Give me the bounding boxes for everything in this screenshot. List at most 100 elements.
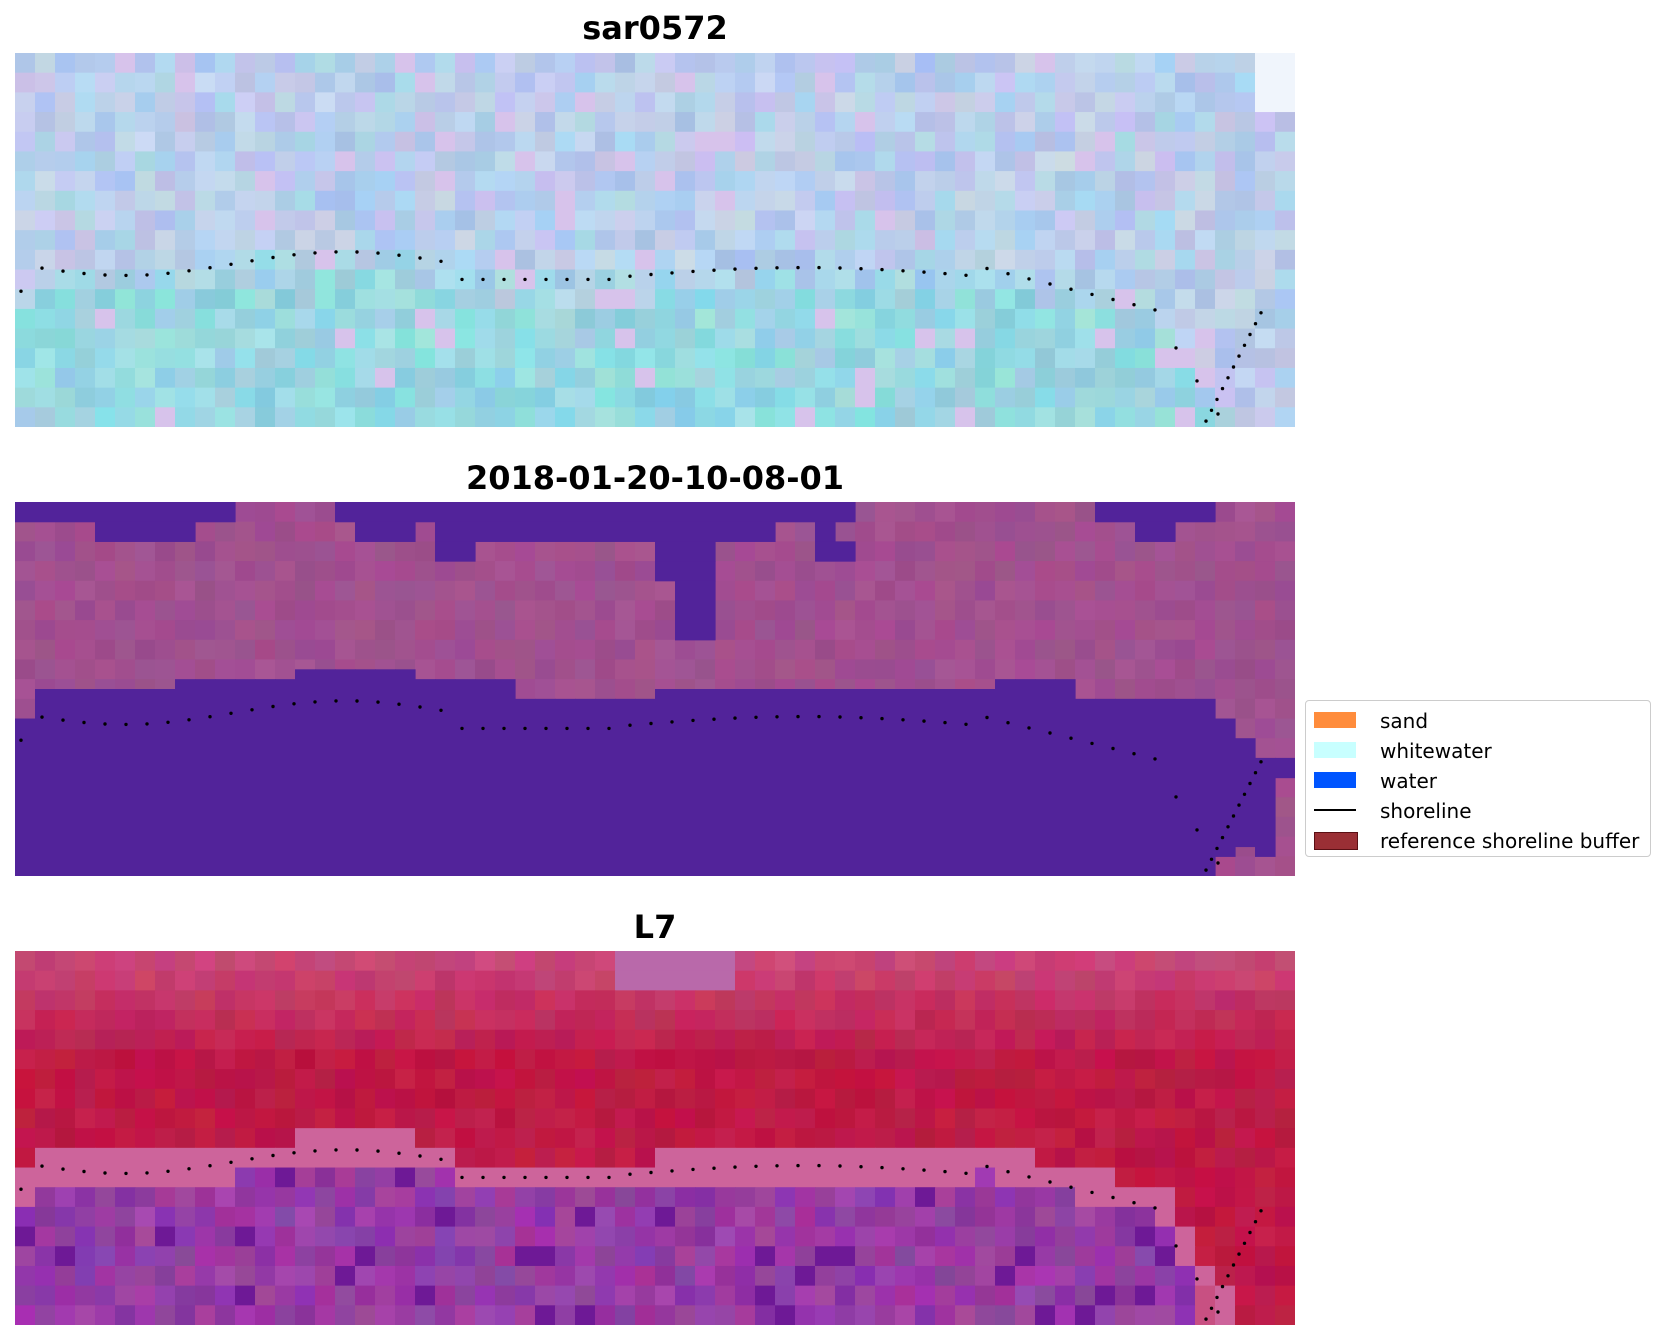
pixel-cell (595, 328, 616, 349)
water-region (535, 698, 556, 876)
pixel-cell (155, 600, 176, 621)
pixel-cell (1215, 1187, 1236, 1208)
water-region (835, 689, 856, 876)
pixel-cell (515, 407, 536, 427)
pixel-cell (1175, 620, 1196, 641)
pixel-cell (855, 639, 876, 661)
pixel-cell (75, 190, 96, 212)
shoreline-point (1237, 1252, 1241, 1256)
pixel-cell (1255, 72, 1276, 93)
pixel-cell (115, 289, 136, 310)
pixel-cell (1055, 151, 1076, 172)
pixel-cell (355, 53, 376, 74)
pixel-cell (15, 1108, 36, 1129)
pixel-cell (215, 1088, 236, 1110)
pixel-cell (1275, 1049, 1295, 1070)
pixel-cell (1195, 970, 1216, 991)
pixel-cell (215, 367, 236, 389)
water-region (95, 689, 116, 876)
water-region (815, 541, 856, 562)
pixel-cell (1075, 679, 1096, 700)
pixel-cell (115, 951, 136, 972)
pixel-cell (315, 230, 336, 251)
pixel-cell (975, 1206, 996, 1228)
pixel-cell (1215, 112, 1236, 133)
pixel-cell (395, 92, 416, 113)
pixel-cell (235, 230, 256, 251)
pixel-cell (1095, 1226, 1116, 1247)
pixel-cell (775, 600, 796, 621)
pixel-cell (155, 210, 176, 231)
pixel-cell (1275, 210, 1295, 231)
shoreline-point (1220, 386, 1225, 391)
pixel-cell (375, 1088, 396, 1110)
pixel-cell (775, 249, 796, 271)
water-region (1095, 698, 1116, 876)
pixel-cell (475, 1167, 496, 1188)
shoreline-point (901, 1167, 905, 1171)
pixel-cell (675, 1167, 696, 1188)
pixel-cell (95, 1088, 116, 1110)
pixel-cell (1175, 561, 1196, 582)
pixel-cell (535, 541, 556, 562)
pixel-cell (995, 541, 1016, 562)
pixel-cell (1175, 639, 1196, 661)
pixel-cell (515, 659, 536, 680)
pixel-cell (335, 112, 356, 133)
pixel-cell (215, 348, 236, 369)
pixel-cell (195, 210, 216, 231)
pixel-cell (995, 308, 1016, 330)
pixel-cell (435, 1108, 456, 1129)
pixel-cell (595, 1226, 616, 1247)
pixel-cell (215, 230, 236, 251)
pixel-cell (935, 1108, 956, 1129)
pixel-cell (335, 639, 356, 661)
pixel-cell (775, 112, 796, 133)
pixel-cell (195, 1206, 216, 1228)
pixel-cell (495, 72, 516, 93)
pixel-cell (255, 1246, 276, 1267)
pixel-cell (1075, 639, 1096, 661)
pixel-cell (375, 1206, 396, 1228)
pixel-cell (655, 620, 676, 641)
pixel-cell (535, 308, 556, 330)
pixel-cell (495, 600, 516, 621)
pixel-cell (875, 171, 896, 192)
pixel-cell (455, 1167, 476, 1188)
pixel-cell (15, 951, 36, 972)
pixel-cell (35, 1049, 56, 1070)
shoreline-point (628, 274, 632, 278)
shoreline-point (817, 265, 821, 270)
pixel-cell (875, 112, 896, 133)
pixel-cell (575, 131, 596, 153)
pixel-cell (1175, 541, 1196, 562)
pixel-cell (935, 72, 956, 93)
pixel-cell (395, 561, 416, 582)
pixel-cell (315, 367, 336, 389)
pixel-cell (555, 561, 576, 582)
pixel-cell (815, 1206, 836, 1228)
water-region (1015, 679, 1036, 876)
pixel-cell (915, 1108, 936, 1129)
pixel-cell (335, 1265, 356, 1287)
pixel-cell (875, 951, 896, 972)
pixel-cell (855, 249, 876, 271)
pixel-cell (555, 190, 576, 212)
pixel-cell (355, 190, 376, 212)
pixel-cell (895, 600, 916, 621)
pixel-cell (855, 210, 876, 231)
shoreline-point (376, 700, 380, 704)
water-region (1235, 738, 1256, 848)
pixel-cell (375, 72, 396, 93)
pixel-cell (1075, 1088, 1096, 1110)
pixel-cell (995, 249, 1016, 271)
shoreline-point (334, 699, 338, 703)
pixel-cell (655, 131, 676, 153)
pixel-cell (595, 541, 616, 562)
pixel-cell (695, 151, 716, 172)
pixel-cell (1275, 777, 1295, 798)
pixel-cell (395, 951, 416, 972)
pixel-cell (1155, 1128, 1176, 1149)
pixel-cell (555, 367, 576, 389)
pixel-cell (915, 1206, 936, 1228)
